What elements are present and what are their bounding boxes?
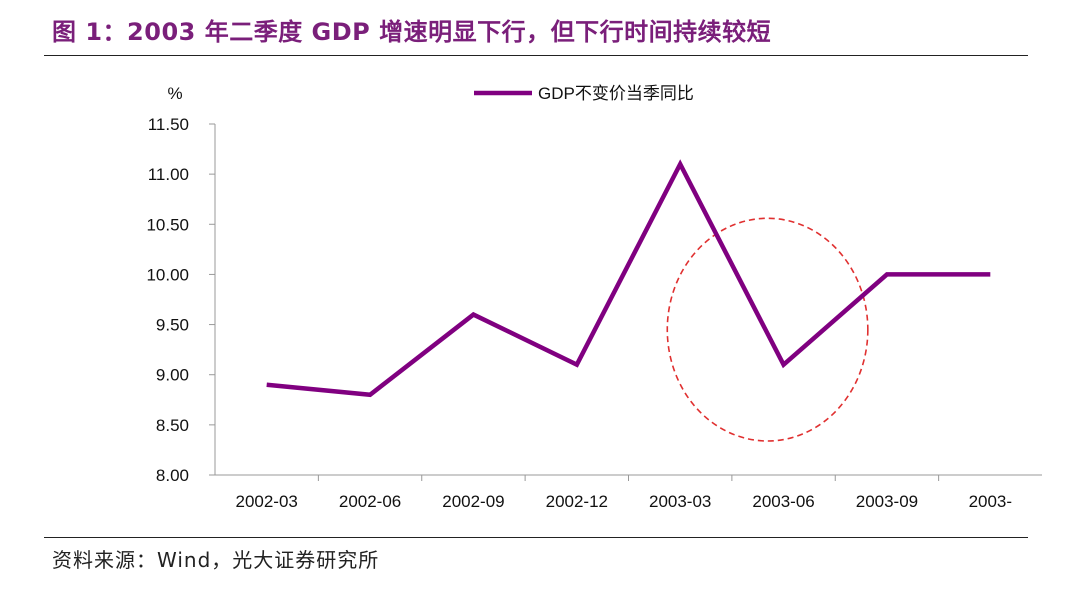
chart: 8.00 8.50 9.00 9.50 10.00 10.50 11.00 11.50 200… — [146, 84, 1042, 511]
legend-label: GDP不变价当季同比 — [538, 84, 694, 103]
bottom-rule — [44, 537, 1028, 538]
x-tick-label: 2002-03 — [235, 492, 297, 511]
y-tick-label: 8.00 — [156, 466, 189, 485]
x-tick-label: 2003- — [969, 492, 1012, 511]
y-tick-label: 10.50 — [146, 215, 189, 234]
x-tick-label: 2002-09 — [442, 492, 504, 511]
y-tick-label: 9.50 — [156, 316, 189, 335]
y-tick-label: 11.00 — [148, 165, 189, 184]
series-line — [266, 159, 991, 398]
y-tick-label: 9.00 — [156, 366, 189, 385]
y-axis: 8.00 8.50 9.00 9.50 10.00 10.50 11.00 11.50 — [146, 115, 216, 485]
x-tick-label: 2002-12 — [546, 492, 608, 511]
y-tick-label: 8.50 — [156, 416, 189, 435]
highlight-ellipse — [666, 217, 869, 442]
top-rule — [44, 55, 1028, 56]
x-tick-label: 2003-06 — [752, 492, 814, 511]
y-unit-label: % — [167, 84, 182, 103]
annotation-layer — [666, 217, 869, 442]
source-note: 资料来源：Wind，光大证券研究所 — [52, 548, 380, 572]
x-tick-label: 2003-03 — [649, 492, 711, 511]
y-tick-label: 11.50 — [148, 115, 189, 134]
legend: GDP不变价当季同比 — [474, 84, 694, 103]
x-axis: 2002-03 2002-06 2002-09 2002-12 2003-03 2003-… — [215, 474, 1042, 511]
x-tick-label: 2003-09 — [856, 492, 918, 511]
x-tick-label: 2002-06 — [339, 492, 401, 511]
series-layer — [266, 159, 991, 398]
figure-title: 图 1：2003 年二季度 GDP 增速明显下行，但下行时间持续较短 — [52, 18, 772, 46]
y-tick-label: 10.00 — [146, 265, 189, 284]
